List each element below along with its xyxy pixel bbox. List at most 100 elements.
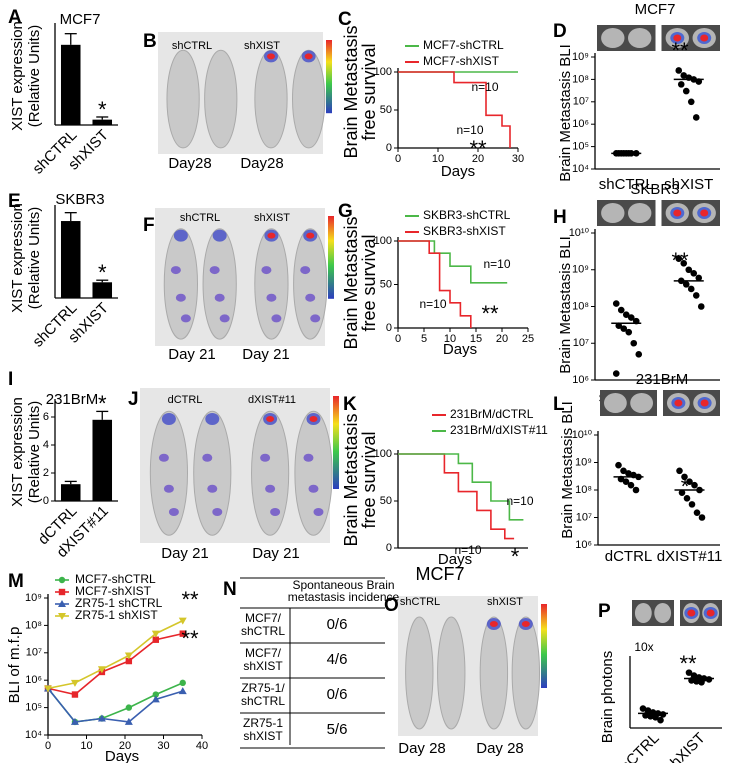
signal-blob xyxy=(170,266,181,275)
data-point xyxy=(659,711,667,718)
mouse xyxy=(251,410,290,536)
data-point xyxy=(690,270,698,277)
data-point xyxy=(698,679,705,686)
y-tick-label: 10⁷ xyxy=(573,337,589,349)
signal-blob xyxy=(306,232,315,239)
y-tick-label: 100 xyxy=(374,66,392,78)
series-line xyxy=(47,632,183,696)
y-axis-label: Brain Metastasis BLI xyxy=(557,236,574,374)
panel-letter: O xyxy=(384,595,399,616)
annotation: n=10 xyxy=(419,297,446,311)
signal-blob xyxy=(212,229,227,242)
data-point xyxy=(685,669,693,676)
error-bar xyxy=(64,33,77,45)
signal-blob xyxy=(209,266,220,275)
x-tick-label: 40 xyxy=(196,740,208,752)
y-tick-label: 10⁹ xyxy=(572,264,589,276)
thumbnail-head xyxy=(601,28,625,48)
x-tick-label: 10 xyxy=(432,153,444,165)
panel-letter: L xyxy=(553,394,565,415)
signal-blob xyxy=(674,399,683,407)
annotation: n=10 xyxy=(471,80,498,94)
data-point xyxy=(678,489,686,496)
y-tick-label: 0 xyxy=(386,322,392,334)
x-tick-label: shCTRL xyxy=(599,176,654,193)
chart-title: MCF7 xyxy=(635,1,676,18)
legend-label: MCF7-shCTRL xyxy=(423,38,504,52)
y-tick-label: 10⁴ xyxy=(25,729,42,741)
y-tick-label: 0 xyxy=(386,142,392,154)
y-tick-label: 10⁷ xyxy=(26,647,42,659)
mouse xyxy=(293,228,328,340)
data-point xyxy=(627,314,635,321)
significance: * xyxy=(98,97,107,122)
x-axis-label: Days xyxy=(441,163,475,180)
significance: ** xyxy=(671,38,689,63)
signal-blob xyxy=(267,232,276,239)
table-header: Spontaneous Brain xyxy=(292,578,394,592)
data-point xyxy=(612,300,620,307)
signal-blob xyxy=(175,293,186,302)
y-axis-label: free survival xyxy=(359,43,379,140)
table-header: metastasis incidence xyxy=(288,590,400,604)
data-point xyxy=(635,351,643,358)
table-row-label: shXIST xyxy=(243,659,283,673)
signal-blob xyxy=(489,621,498,627)
survival-line xyxy=(398,71,511,148)
marker xyxy=(124,652,133,660)
y-tick-label: 0 xyxy=(43,495,49,507)
data-point xyxy=(685,266,693,274)
marker xyxy=(44,685,52,693)
marker xyxy=(152,691,159,698)
image-day: Day28 xyxy=(168,155,211,172)
legend-label: 231BrM/dXIST#11 xyxy=(450,423,548,437)
y-tick-label: 10⁵ xyxy=(572,141,589,153)
x-tick-label: dXIST#11 xyxy=(657,548,723,565)
y-tick-label: 10⁸ xyxy=(572,300,589,312)
table-row-label: MCF7/ xyxy=(245,611,282,625)
y-tick-label: 50 xyxy=(380,495,392,507)
thumbnail-head xyxy=(654,603,672,623)
panel-letter: F xyxy=(143,215,155,236)
data-point xyxy=(625,470,632,477)
x-axis-label: Days xyxy=(438,551,472,568)
legend-label: MCF7-shXIST xyxy=(423,54,500,68)
mouse xyxy=(193,410,232,536)
x-tick-label: dCTRL xyxy=(605,548,653,565)
mouse xyxy=(166,49,200,149)
signal-blob xyxy=(207,484,218,493)
error-bar xyxy=(96,410,109,420)
y-tick-label: 0 xyxy=(386,542,392,554)
legend-label: MCF7-shCTRL xyxy=(75,572,156,586)
y-axis-label: XIST expression xyxy=(9,21,26,131)
annotation: ** xyxy=(481,301,499,326)
data-point xyxy=(695,274,703,282)
signal-blob xyxy=(163,484,174,493)
data-point xyxy=(692,114,700,121)
significance: * xyxy=(98,391,107,416)
significance: * xyxy=(681,474,690,499)
mouse xyxy=(254,49,288,149)
panel-letter: I xyxy=(8,369,13,390)
color-scale xyxy=(541,604,547,688)
thumbnail-head xyxy=(603,393,627,413)
panel-letter: A xyxy=(8,7,22,28)
bar xyxy=(92,119,113,125)
marker xyxy=(70,717,79,725)
signal-blob xyxy=(219,314,230,323)
image-label: dXIST#11 xyxy=(248,394,296,406)
y-tick-label: 2 xyxy=(43,467,49,479)
table-row-label: ZR75-1/ xyxy=(241,681,285,695)
data-point xyxy=(687,98,695,106)
image-day: Day28 xyxy=(240,155,283,172)
panel-letter: K xyxy=(343,394,357,415)
mouse xyxy=(163,228,199,340)
x-axis-label: Days xyxy=(443,341,477,358)
signal-blob xyxy=(260,453,271,462)
significance: ** xyxy=(671,248,689,273)
signal-blob xyxy=(303,453,314,462)
signal-blob xyxy=(673,209,682,217)
data-point xyxy=(617,306,625,314)
